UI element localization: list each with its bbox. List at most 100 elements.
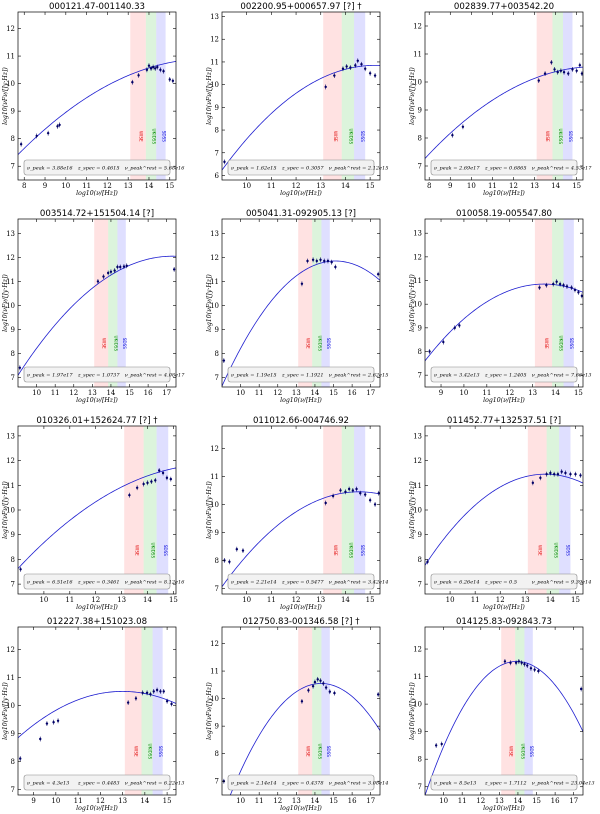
x-tick-label: 17 <box>366 797 375 805</box>
x-tick-label: 10 <box>61 182 70 190</box>
band-label: WISE <box>538 545 543 556</box>
nu-peak: ν_peak = 2.21e14 <box>231 580 277 586</box>
x-tick-label: 9 <box>31 797 35 805</box>
data-point <box>149 67 153 70</box>
data-point <box>145 68 149 72</box>
y-tick-label: 11 <box>210 58 219 66</box>
data-point <box>520 661 523 665</box>
data-point <box>171 79 175 83</box>
y-tick-label: 12 <box>6 254 15 262</box>
data-point <box>168 78 171 81</box>
band-sdss <box>563 219 574 387</box>
x-tick-label: 14 <box>310 389 319 397</box>
x-tick-label: 12 <box>69 389 78 397</box>
plot-frame <box>17 626 177 796</box>
y-tick-label: 9 <box>215 326 219 334</box>
data-point <box>161 471 165 475</box>
x-tick-label: 13 <box>521 596 530 604</box>
data-point <box>573 288 577 292</box>
data-point <box>131 81 134 84</box>
band-sdss <box>156 426 169 594</box>
x-tick-label: 13 <box>530 182 539 190</box>
band-label: SDSS <box>569 338 574 350</box>
data-point <box>526 664 529 667</box>
y-tick-label: 10 <box>6 507 15 515</box>
data-point <box>142 482 145 486</box>
data-point <box>509 661 512 665</box>
info-box-frame <box>430 573 578 590</box>
band-sdss <box>117 219 126 387</box>
data-point <box>147 64 151 67</box>
y-axis-label: log10(νFν/[Jy·Hz]) <box>2 682 9 740</box>
x-tick-label: 12 <box>273 797 282 805</box>
plot-area: WISE UKIDSS SDSS <box>222 12 380 180</box>
x-tick-label: 14 <box>341 596 350 604</box>
x-tick-label: 13 <box>292 797 301 805</box>
data-point <box>574 472 577 476</box>
x-axis-label: log10(ν/[Hz]) <box>76 604 118 611</box>
band-ukidss <box>546 426 560 594</box>
data-point <box>324 686 328 689</box>
data-point <box>575 69 578 73</box>
y-tick-label: 12 <box>413 253 422 261</box>
data-point <box>300 700 304 703</box>
y-tick-label: 11 <box>413 482 422 490</box>
x-tick-label: 15 <box>163 797 172 805</box>
nu-peak-rest: ν_peak^rest = 2.12e15 <box>329 165 389 172</box>
data-point <box>162 690 165 693</box>
y-tick-label: 13 <box>6 230 15 238</box>
y-tick-label: 11 <box>6 482 15 490</box>
y-tick-label: 7 <box>215 374 219 382</box>
band-wise <box>527 426 547 594</box>
nu-peak: ν_peak = 6.26e14 <box>434 580 480 586</box>
nu-peak-rest: ν_peak^rest = 3.08e14 <box>329 780 389 787</box>
x-tick-label: 13 <box>124 182 133 190</box>
data-point <box>119 265 122 269</box>
data-point <box>577 291 580 294</box>
data-point <box>434 744 438 747</box>
z-spec: z_spec = 0.5477 <box>281 580 324 586</box>
data-point <box>545 472 548 476</box>
band-label: WISE <box>139 131 144 142</box>
data-point <box>137 74 140 77</box>
band-wise <box>130 12 146 180</box>
data-point <box>58 123 61 127</box>
data-point <box>556 472 560 476</box>
x-tick-label: 10 <box>446 596 455 604</box>
data-point <box>155 688 159 692</box>
plot-area: WISE UKIDSS SDSS <box>18 426 176 594</box>
x-tick-label: 13 <box>118 797 127 805</box>
x-tick-label: 14 <box>143 596 152 604</box>
fit-curve <box>222 491 380 587</box>
y-axis-label: log10(νFν/[Jy·Hz]) <box>2 481 9 539</box>
data-point <box>109 270 113 273</box>
band-label: WISE <box>134 545 139 556</box>
band-sdss <box>524 627 533 795</box>
nu-peak-rest: ν_peak^rest = 2.62e15 <box>329 372 389 379</box>
data-point <box>56 719 60 722</box>
x-tick-label: 10 <box>32 389 41 397</box>
y-tick-label: 13 <box>413 230 422 238</box>
x-tick-label: 15 <box>532 797 541 805</box>
chart-title: 010326.01+152624.77 [?] † <box>36 416 158 426</box>
y-tick-label: 7 <box>215 778 219 786</box>
y-tick-label: 12 <box>210 36 219 44</box>
x-tick-label: 12 <box>292 182 301 190</box>
x-tick-label: 13 <box>117 596 126 604</box>
data-point <box>165 700 169 703</box>
x-tick-label: 13 <box>316 596 325 604</box>
x-tick-label: 15 <box>366 182 375 190</box>
y-tick-label: 10 <box>210 302 219 310</box>
plot-area: WISE UKIDSS SDSS <box>18 219 176 387</box>
band-label: UKIDSS <box>348 543 353 559</box>
data-point <box>134 697 138 700</box>
x-tick-label: 11 <box>255 389 264 397</box>
band-label: SDSS <box>163 545 168 557</box>
x-axis-label: log10(ν/[Hz]) <box>483 604 525 611</box>
data-point <box>458 324 461 327</box>
data-point <box>56 125 59 128</box>
y-tick-label: 8 <box>11 135 15 143</box>
data-point <box>376 273 380 276</box>
x-tick-label: 11 <box>471 596 480 604</box>
nu-peak: ν_peak = 4.3e13 <box>27 781 69 787</box>
